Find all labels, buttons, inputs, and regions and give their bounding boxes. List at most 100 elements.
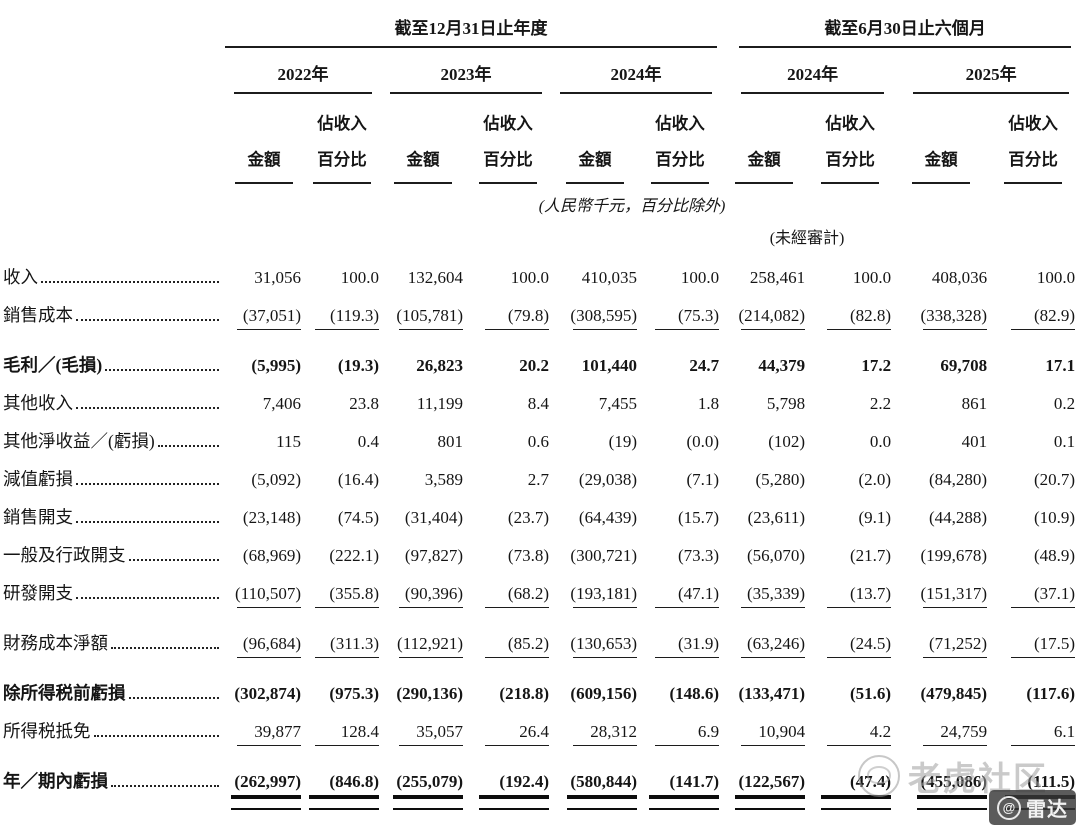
total-rule — [741, 745, 806, 746]
cell-value: (112,921) — [397, 634, 463, 653]
cell-value: 6.9 — [697, 722, 720, 741]
table-row: 收入 31,056 100.0 132,604 100.0 410,035 100.0 258… — [3, 250, 1077, 288]
cell-value: (82.8) — [849, 306, 892, 325]
total-rule — [1011, 607, 1076, 608]
cell-value: (16.4) — [337, 470, 379, 489]
table-row: 銷售成本 (37,051) (119.3) (105,781) (79.8) (308,5… — [3, 288, 1077, 326]
cell-value: 39,877 — [254, 722, 301, 741]
cell-value: 128.4 — [340, 722, 379, 741]
table-row: 一般及行政開支 (68,969) (222.1) (97,827) (73.8) (300… — [3, 528, 1077, 566]
table-row: 所得税抵免 39,877 128.4 35,057 26.4 28,312 6.9 10,90… — [3, 704, 1077, 742]
table-row: 年／期內虧損 (262,997) (846.8) (255,079) (192.4) (5… — [3, 754, 1077, 792]
cell-value: (255,079) — [396, 772, 463, 791]
row-label: 所得税抵免 — [3, 704, 225, 742]
col-header-pct: 佔收入 百分比 — [465, 94, 551, 184]
cell-value: (141.7) — [669, 772, 720, 791]
table-row: 其他淨收益／(虧損) 115 0.4 801 0.6 (19) (0.0) (102) 0.0 4… — [3, 414, 1077, 452]
period-group-header-row: 截至12月31日止年度 截至6月30日止六個月 — [3, 6, 1077, 48]
row-label-text: 其他收入 — [3, 393, 73, 413]
cell-value: 26.4 — [519, 722, 549, 741]
cell-value: (84,280) — [928, 470, 988, 489]
cell-value: 5,798 — [766, 394, 806, 413]
year-header-2024: 2024年 — [551, 48, 721, 94]
cell-value: 2.2 — [869, 394, 892, 413]
cell-value: (199,678) — [920, 546, 988, 565]
cell-value: (580,844) — [570, 772, 637, 791]
cell-value: (21.7) — [849, 546, 892, 565]
total-rule — [485, 607, 549, 608]
row-label-text: 研發開支 — [3, 583, 73, 603]
total-rule — [237, 745, 301, 746]
column-subheader-row: 金額 佔收入 百分比 金額 佔收入 百分比 金額 佔收入 百分比 金額 佔收入 百分比 … — [3, 94, 1077, 184]
cell-value: 26,823 — [416, 356, 463, 375]
table-row: 銷售開支 (23,148) (74.5) (31,404) (23.7) (64,439)… — [3, 490, 1077, 528]
cell-value: (10.9) — [1033, 508, 1076, 527]
cell-value: (47.1) — [677, 584, 720, 603]
total-rule — [1011, 329, 1076, 330]
total-rule — [741, 607, 806, 608]
cell-value: 2.7 — [527, 470, 549, 489]
total-rule — [923, 657, 988, 658]
dot-leader — [111, 647, 219, 649]
dot-leader — [76, 483, 219, 485]
cell-value: 17.2 — [861, 356, 892, 375]
col-header-amount: 金額 — [381, 94, 465, 184]
cell-value: 11,199 — [416, 394, 463, 413]
cell-value: (222.1) — [329, 546, 379, 565]
unaudited-note: (未經審計) — [769, 230, 845, 247]
cell-value: (68.2) — [507, 584, 549, 603]
dot-leader — [41, 281, 219, 283]
cell-value: 31,056 — [254, 268, 301, 287]
at-icon: @ — [997, 795, 1021, 820]
unit-note: (人民幣千元，百分比除外) — [538, 198, 726, 215]
cell-value: (151,317) — [920, 584, 988, 603]
row-label-text: 一般及行政開支 — [3, 545, 126, 565]
header-rule — [566, 182, 624, 184]
cell-value: 101,440 — [581, 356, 637, 375]
total-rule — [237, 329, 301, 330]
group-header-annual: 截至12月31日止年度 — [225, 6, 721, 48]
rule-row — [3, 326, 1077, 338]
row-label: 銷售成本 — [3, 288, 225, 326]
cell-value: (148.6) — [669, 684, 720, 703]
cell-value: (5,995) — [251, 356, 301, 375]
cell-value: (9.1) — [858, 508, 892, 527]
cell-value: (218.8) — [499, 684, 549, 703]
cell-value: 23.8 — [349, 394, 379, 413]
double-total-rule — [567, 795, 637, 810]
total-rule — [399, 745, 463, 746]
cell-value: 100.0 — [852, 268, 892, 287]
header-rule — [313, 182, 371, 184]
header-rule — [821, 182, 880, 184]
cell-value: (79.8) — [507, 306, 549, 325]
cell-value: (51.6) — [849, 684, 892, 703]
cell-value: 44,379 — [758, 356, 806, 375]
row-label-text: 毛利／(毛損) — [3, 355, 103, 375]
cell-value: 1.8 — [697, 394, 720, 413]
total-rule — [655, 607, 720, 608]
cell-value: (56,070) — [746, 546, 806, 565]
table-row: 減值虧損 (5,092) (16.4) 3,589 2.7 (29,038) (7.1) (5… — [3, 452, 1077, 490]
row-label-text: 銷售開支 — [3, 507, 73, 527]
dot-leader — [76, 319, 219, 321]
row-label-text: 其他淨收益／(虧損) — [3, 431, 155, 451]
row-label-text: 銷售成本 — [3, 305, 73, 325]
cell-value: 100.0 — [510, 268, 549, 287]
header-rule — [912, 182, 971, 184]
cell-value: (479,845) — [920, 684, 988, 703]
header-rule — [1004, 182, 1063, 184]
cell-value: (23,611) — [747, 508, 806, 527]
cell-value: (455,086) — [920, 772, 988, 791]
cell-value: (73.3) — [677, 546, 720, 565]
cell-value: 35,057 — [416, 722, 463, 741]
cell-value: (119.3) — [330, 306, 379, 325]
rule-row — [3, 604, 1077, 616]
group-header-interim: 截至6月30日止六個月 — [721, 6, 1077, 48]
total-rule — [485, 329, 549, 330]
cell-value: 3,589 — [424, 470, 463, 489]
cell-value: 7,455 — [598, 394, 637, 413]
cell-value: (73.8) — [507, 546, 549, 565]
unaudited-note-row: (未經審計) — [3, 220, 1077, 250]
cell-value: 115 — [276, 432, 301, 451]
cell-value: (262,997) — [234, 772, 301, 791]
